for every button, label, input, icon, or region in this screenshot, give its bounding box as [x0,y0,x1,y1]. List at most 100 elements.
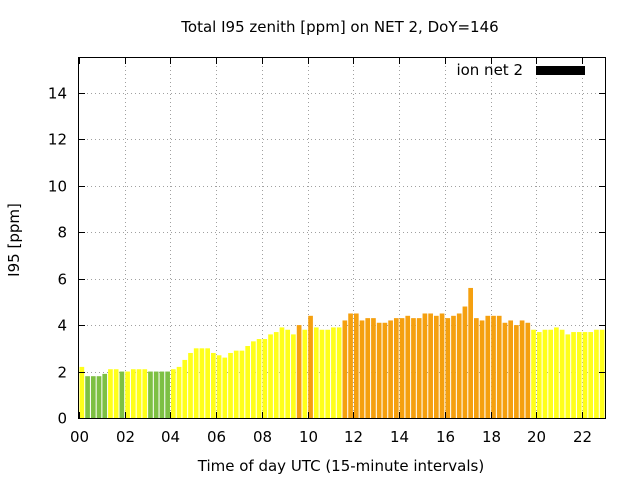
bar [170,369,176,418]
bar [268,334,273,418]
bar [525,322,531,418]
bar [353,313,359,418]
bar [245,346,251,418]
bar [79,366,85,418]
bar [279,327,285,418]
bar [176,366,182,418]
y-tick-label: 6 [57,271,67,289]
bar [153,371,159,418]
bar [199,348,205,418]
bar [376,322,382,418]
bar [342,320,348,418]
bar [273,332,279,418]
bar [302,329,308,418]
bar [594,329,599,418]
bar [439,313,445,418]
x-tick-label: 10 [299,428,318,446]
bar [325,329,331,418]
bar [411,318,416,418]
bar [130,369,136,418]
bar [468,287,473,418]
bar [565,334,571,418]
legend: ion net 2 [456,61,585,79]
bar [205,348,210,418]
x-tick-label: 12 [344,428,363,446]
bar [228,352,233,418]
bar [113,369,119,418]
bar [262,339,268,418]
y-axis-label: I95 [ppm] [5,203,23,277]
bar [125,371,130,418]
bar [211,352,216,418]
bar [416,318,422,418]
bar [582,332,588,418]
bar [159,371,165,418]
bar [108,369,113,418]
x-tick-label: 16 [436,428,455,446]
bar [96,376,102,418]
bar [233,350,239,418]
x-tick-label: 02 [116,428,135,446]
y-tick-label: 2 [57,364,67,382]
bar [136,369,142,418]
bar [514,325,519,418]
y-tick-label: 8 [57,224,67,242]
bar [388,320,393,418]
bar [119,371,125,418]
grid [79,58,605,418]
bar [359,320,365,418]
bar [393,318,399,418]
bar [331,327,336,418]
bar [85,376,90,418]
x-tick-label: 18 [482,428,501,446]
x-tick-label: 04 [161,428,180,446]
y-tick-label: 4 [57,317,67,335]
bar [531,329,536,418]
x-axis-label: Time of day UTC (15-minute intervals) [197,457,484,475]
bar [285,329,291,418]
bar [336,327,342,418]
x-tick-label: 14 [390,428,409,446]
bar [142,369,148,418]
bar [451,315,456,418]
plot-frame [78,57,606,419]
bar [148,371,153,418]
bar [576,332,582,418]
bar [496,315,502,418]
bar [428,313,433,418]
bar [291,334,296,418]
y-tick-label: 10 [48,178,67,196]
y-tick-label: 0 [57,410,67,428]
x-tick-label: 20 [527,428,546,446]
bar [308,315,313,418]
legend-swatch [536,66,585,75]
bar [165,371,170,418]
bar [491,315,496,418]
bar [433,315,439,418]
bar [239,350,245,418]
bar [251,341,256,418]
bar [474,318,479,418]
bar [296,325,302,418]
bar [405,315,411,418]
bar [182,359,188,418]
bar [554,327,559,418]
bar [599,329,605,418]
bar [502,322,508,418]
bar [90,376,96,418]
x-tick-label: 00 [70,428,89,446]
bar [188,352,193,418]
bar [559,329,565,418]
x-tick-label: 22 [573,428,592,446]
bar [313,327,319,418]
bar [193,348,199,418]
x-tick-label: 06 [207,428,226,446]
bar [536,332,542,418]
bar [479,320,485,418]
chart-title: Total I95 zenith [ppm] on NET 2, DoY=146 [180,18,498,36]
bar [216,355,222,418]
bar [588,332,594,418]
bar [422,313,428,418]
